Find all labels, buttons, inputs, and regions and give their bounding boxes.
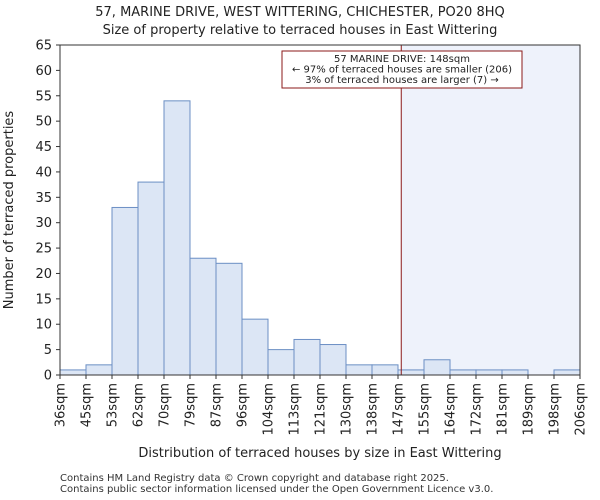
- y-tick-label: 50: [35, 115, 52, 130]
- y-tick-label: 0: [44, 369, 52, 384]
- x-tick-label: 155sqm: [418, 383, 433, 436]
- bar-53sqm: [111, 206, 139, 376]
- x-tick-label: 164sqm: [444, 383, 459, 436]
- chart-title-block: 57, MARINE DRIVE, WEST WITTERING, CHICHE…: [0, 4, 600, 40]
- bar-113sqm: [293, 338, 321, 376]
- y-tick-label: 5: [44, 343, 52, 358]
- bar-181sqm: [501, 369, 529, 376]
- y-tick-label: 60: [35, 64, 52, 79]
- footer-line-2: Contains public sector information licen…: [60, 484, 494, 495]
- x-tick-label: 62sqm: [132, 383, 147, 427]
- bar-155sqm: [423, 359, 451, 376]
- y-tick-label: 15: [35, 292, 52, 307]
- x-tick-label: 113sqm: [288, 383, 303, 436]
- annotation-line-2: ← 97% of terraced houses are smaller (20…: [292, 65, 512, 76]
- larger-properties-shade: [401, 45, 580, 375]
- bar-87sqm: [215, 262, 243, 376]
- x-axis: 36sqm 45sqm 53sqm 62sqm 70sqm 79sqm 87sqm 96sqm…: [54, 375, 589, 436]
- bar-96sqm: [241, 318, 269, 376]
- x-tick-label: 172sqm: [470, 383, 485, 436]
- y-tick-label: 10: [35, 318, 52, 333]
- x-tick-label: 79sqm: [184, 383, 199, 427]
- y-tick-label: 30: [35, 216, 52, 231]
- x-tick-label: 198sqm: [548, 383, 563, 436]
- chart-title: 57, MARINE DRIVE, WEST WITTERING, CHICHE…: [95, 5, 505, 20]
- bar-138sqm: [371, 364, 399, 376]
- x-axis-label: Distribution of terraced houses by size …: [138, 446, 501, 461]
- y-tick-label: 45: [35, 140, 52, 155]
- chart-subtitle: Size of property relative to terraced ho…: [102, 23, 498, 38]
- y-tick-label: 20: [35, 267, 52, 282]
- annotation-line-1: 57 MARINE DRIVE: 148sqm: [334, 54, 470, 65]
- y-tick-label: 40: [35, 165, 52, 180]
- bar-70sqm: [163, 100, 191, 376]
- bar-147sqm: [397, 369, 425, 376]
- bar-104sqm: [267, 349, 295, 376]
- bar-79sqm: [189, 257, 217, 376]
- bar-62sqm: [137, 181, 165, 376]
- x-tick-label: 147sqm: [392, 383, 407, 436]
- bar-36sqm: [59, 369, 87, 376]
- footer: Contains HM Land Registry data © Crown c…: [60, 473, 493, 495]
- x-tick-label: 130sqm: [340, 383, 355, 436]
- bar-164sqm: [449, 369, 477, 376]
- x-tick-label: 138sqm: [366, 383, 381, 436]
- x-tick-label: 96sqm: [236, 383, 251, 427]
- y-tick-label: 25: [35, 242, 52, 257]
- x-tick-label: 104sqm: [262, 383, 277, 436]
- y-tick-label: 65: [35, 39, 52, 54]
- x-tick-label: 189sqm: [522, 383, 537, 436]
- bar-130sqm: [345, 364, 373, 376]
- bar-198sqm: [553, 369, 581, 376]
- y-tick-label: 55: [35, 89, 52, 104]
- y-axis: 0 5 10 15 20 25 30 35 40 45 50 55 60 65: [35, 39, 60, 384]
- x-tick-label: 53sqm: [106, 383, 121, 427]
- footer-line-1: Contains HM Land Registry data © Crown c…: [60, 473, 449, 484]
- x-tick-label: 181sqm: [496, 383, 511, 436]
- bars-group: [59, 100, 581, 376]
- x-tick-label: 70sqm: [158, 383, 173, 427]
- x-tick-label: 36sqm: [54, 383, 69, 427]
- y-axis-label: Number of terraced properties: [2, 111, 17, 310]
- bar-121sqm: [319, 344, 347, 376]
- x-tick-label: 121sqm: [314, 383, 329, 436]
- x-tick-label: 206sqm: [574, 383, 589, 436]
- x-tick-label: 87sqm: [210, 383, 225, 427]
- x-tick-label: 45sqm: [80, 383, 95, 427]
- y-tick-label: 35: [35, 191, 52, 206]
- bar-45sqm: [85, 364, 113, 376]
- annotation-line-3: 3% of terraced houses are larger (7) →: [305, 75, 499, 86]
- bar-172sqm: [475, 369, 503, 376]
- annotation-box: 57 MARINE DRIVE: 148sqm ← 97% of terrace…: [281, 50, 523, 89]
